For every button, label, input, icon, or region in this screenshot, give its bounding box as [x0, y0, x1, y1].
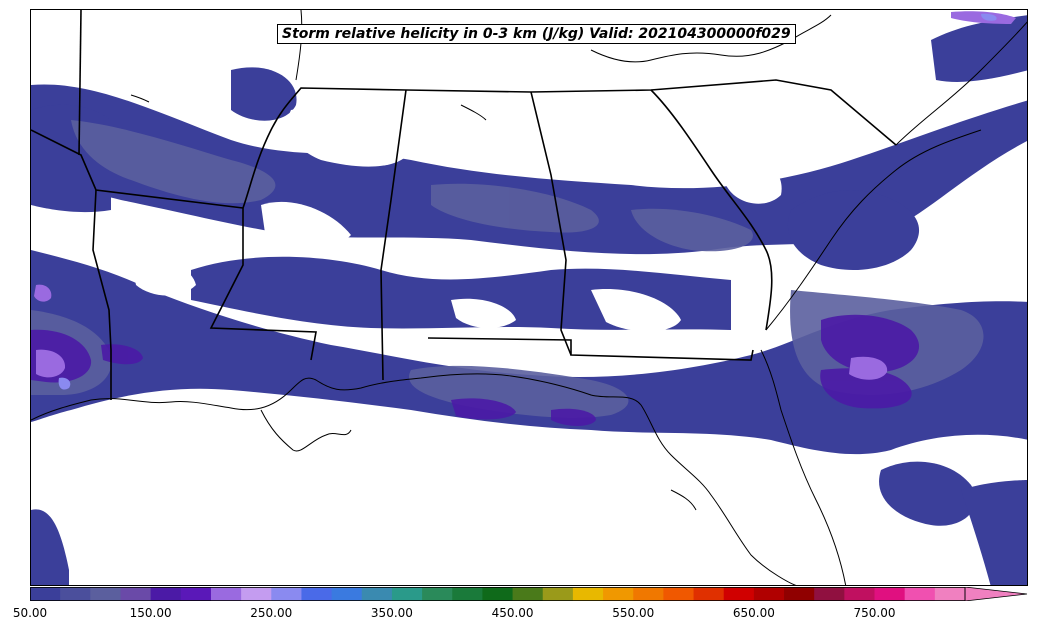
- colorbar-segment: [30, 587, 61, 601]
- colorbar-segment: [633, 587, 664, 601]
- colorbar-segment: [60, 587, 91, 601]
- colorbar-segment: [90, 587, 121, 601]
- colorbar-tick-label: 450.00: [491, 606, 534, 620]
- colorbar-tick-label: 50.00: [12, 606, 48, 620]
- map-panel: Storm relative helicity in 0-3 km (J/kg)…: [30, 9, 1028, 586]
- colorbar-segment: [331, 587, 363, 601]
- colorbar-border: [30, 587, 966, 601]
- colorbar-segment: [361, 587, 393, 601]
- colorbar-tick-label: 750.00: [853, 606, 896, 620]
- colorbar-segment: [542, 587, 574, 601]
- colorbar-segment: [753, 587, 785, 601]
- colorbar-tick-label: 250.00: [250, 606, 293, 620]
- colorbar-segment: [844, 587, 876, 601]
- helicity-contour-level-150: [31, 314, 920, 426]
- helicity-gaps: [31, 107, 1006, 332]
- colorbar-tick-label: 150.00: [129, 606, 172, 620]
- coastlines: [31, 10, 1027, 585]
- colorbar-tick-label: 350.00: [370, 606, 413, 620]
- colorbar-segment: [663, 587, 695, 601]
- colorbar-segment: [693, 587, 725, 601]
- colorbar-segment: [874, 587, 906, 601]
- colorbar-segment: [603, 587, 634, 601]
- colorbar-segment: [271, 587, 302, 601]
- colorbar-segment: [572, 587, 604, 601]
- colorbar-segment: [241, 587, 272, 601]
- colorbar-segment: [904, 587, 936, 601]
- colorbar-segment: [150, 587, 182, 601]
- colorbar-segment: [120, 587, 152, 601]
- colorbar-segment: [934, 587, 966, 601]
- colorbar-tick-label: 550.00: [612, 606, 655, 620]
- colorbar-tick-labels: 50.00 150.00 250.00 350.00 450.00 550.00 650.0…: [0, 606, 1037, 626]
- colorbar-segment: [180, 587, 212, 601]
- colorbar-segment: [814, 587, 845, 601]
- colorbar-segment: [512, 587, 544, 601]
- colorbar-segment: [210, 587, 242, 601]
- colorbar-segment: [784, 587, 815, 601]
- colorbar-segment: [452, 587, 483, 601]
- colorbar-segment: [482, 587, 514, 601]
- colorbar-segment: [422, 587, 453, 601]
- colorbar-segment: [391, 587, 423, 601]
- map-title: Storm relative helicity in 0-3 km (J/kg)…: [277, 24, 796, 44]
- helicity-map: [31, 10, 1027, 585]
- colorbar-segment: [301, 587, 333, 601]
- colorbar-segment: [723, 587, 755, 601]
- colorbar-extend-arrow: [964, 587, 1028, 601]
- colorbar: [30, 587, 1028, 601]
- colorbar-tick-label: 650.00: [732, 606, 775, 620]
- state-boundaries: [31, 10, 897, 400]
- helicity-contour-level-250: [58, 13, 997, 390]
